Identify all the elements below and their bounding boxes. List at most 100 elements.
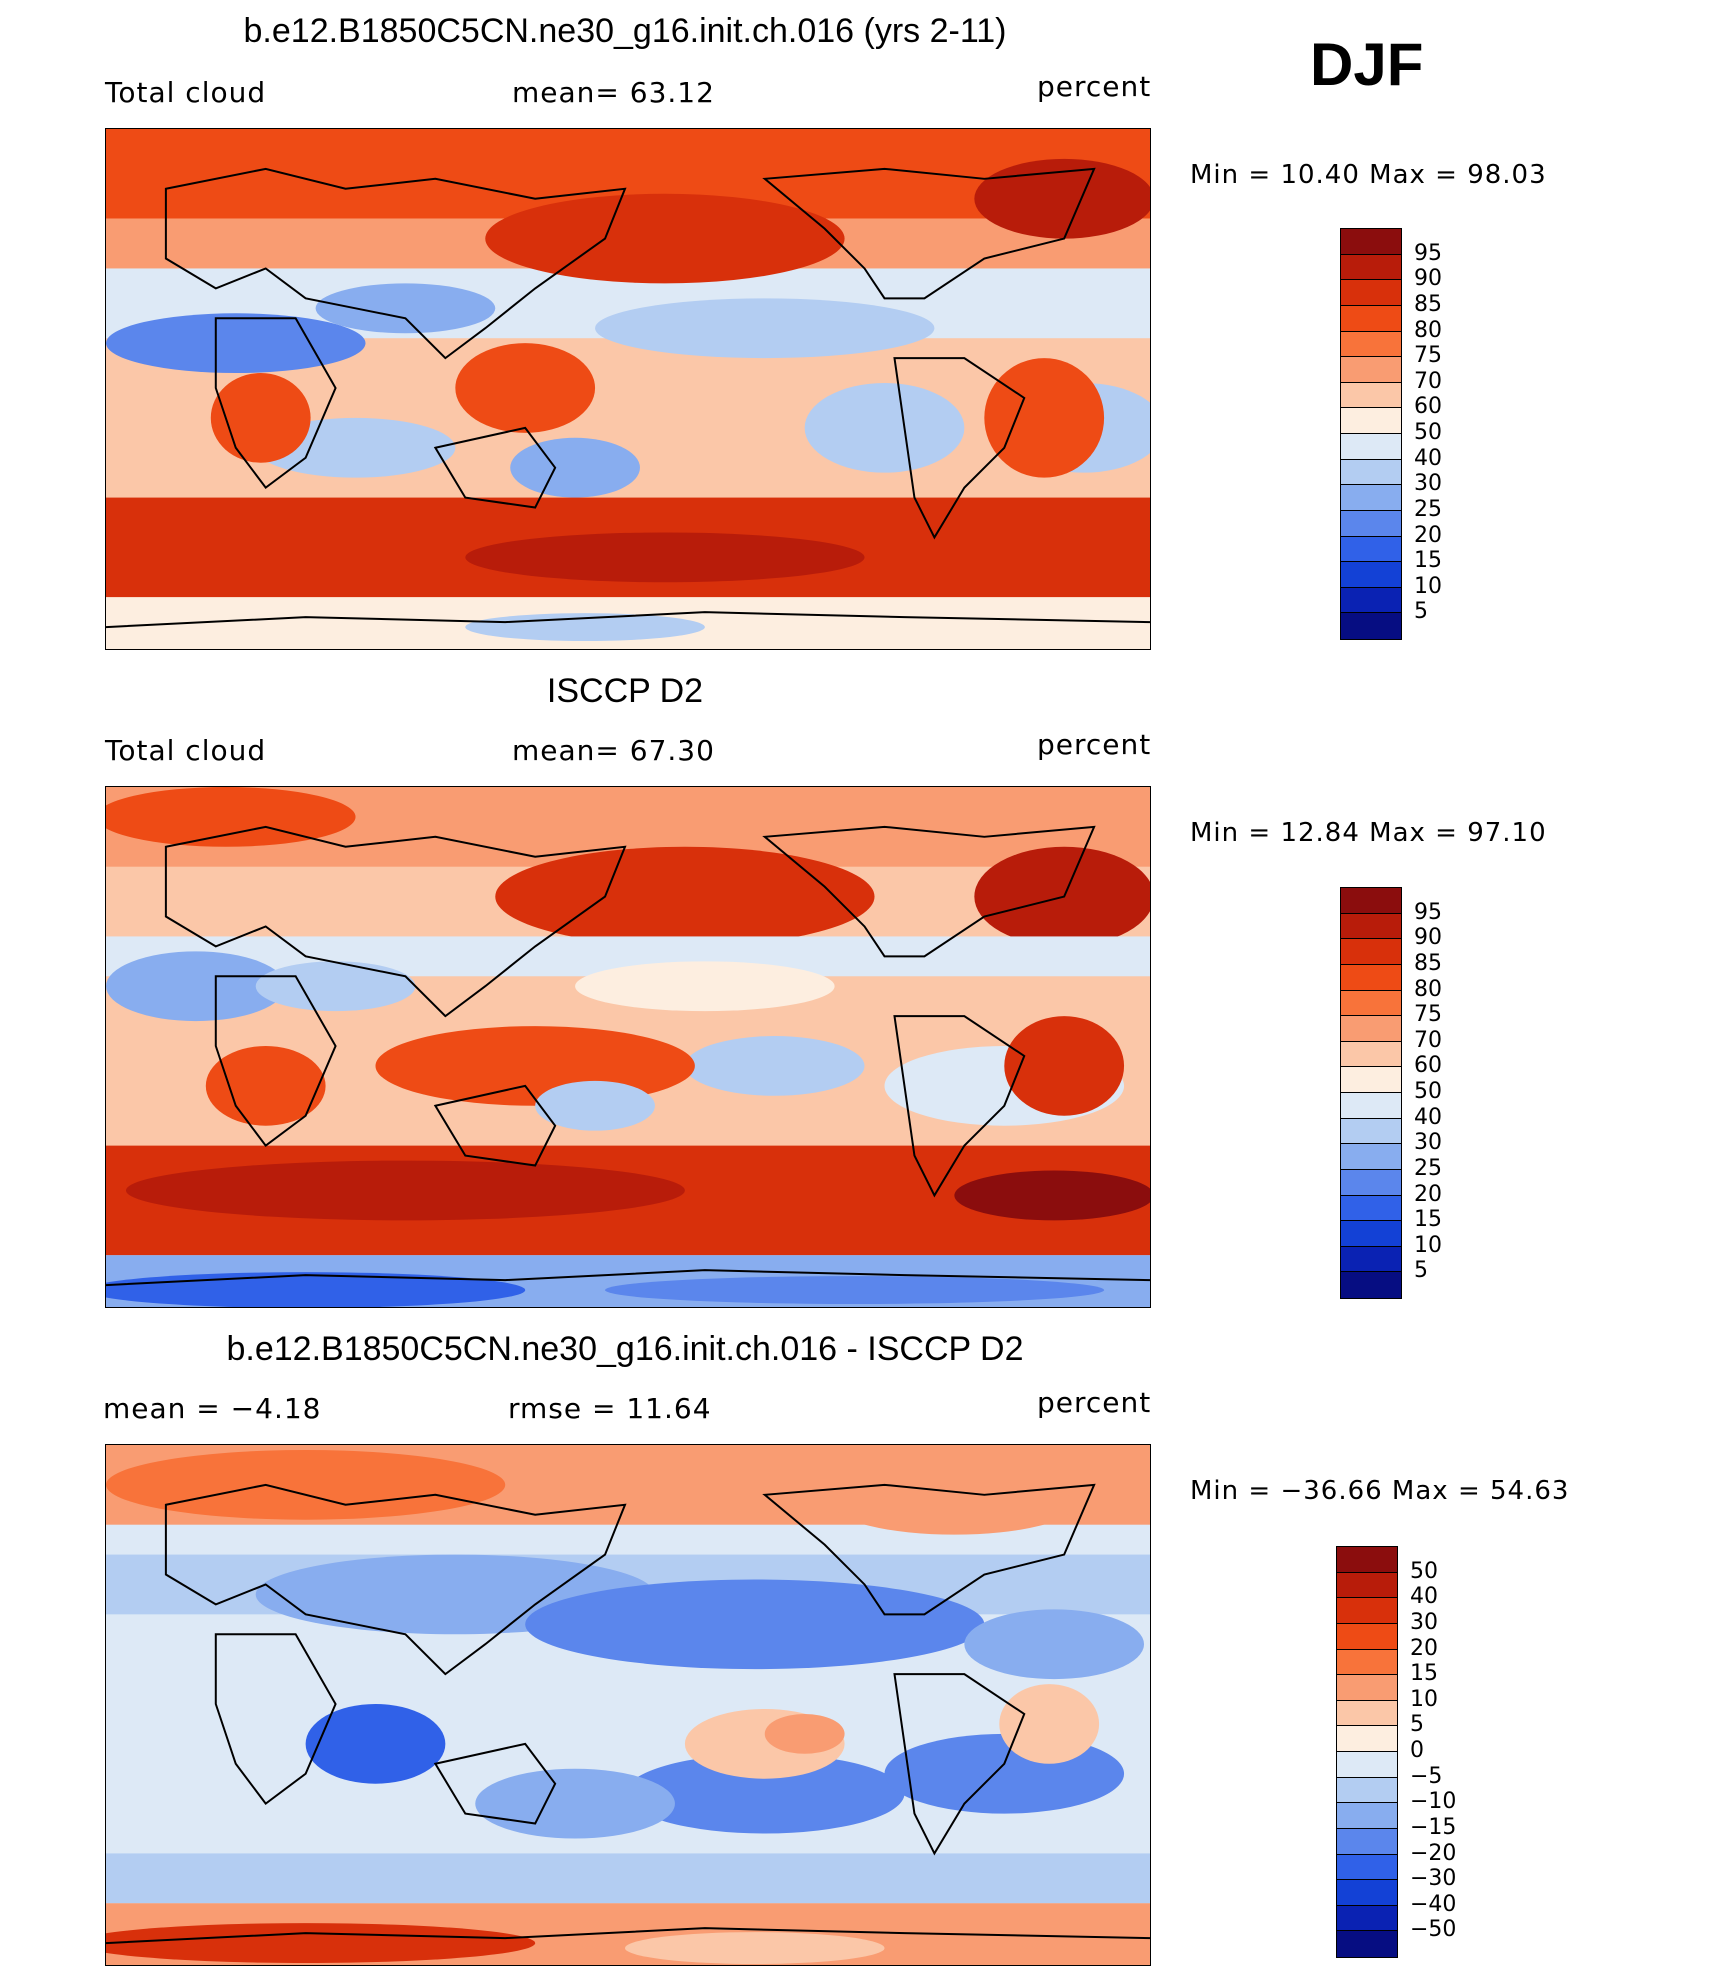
colorbar-segment [1341,229,1401,255]
colorbar-tick-label: 95 [1414,899,1442,925]
colorbar-tick-label: 15 [1414,1207,1442,1233]
colorbar-segment [1341,305,1401,332]
colorbar-tick-label: 75 [1414,1002,1442,1028]
colorbar-tick-label: 60 [1414,394,1442,420]
colorbar-segment [1337,1803,1397,1829]
panel-1-title: b.e12.B1850C5CN.ne30_g16.init.ch.016 (yr… [243,12,1007,50]
colorbar-tick-label: 10 [1414,1232,1442,1258]
colorbar-tick-label: 30 [1414,1130,1442,1156]
panel-2-map [105,786,1151,1308]
panel-3-title: b.e12.B1850C5CN.ne30_g16.init.ch.016 - I… [226,1330,1024,1368]
colorbar-segment [1341,382,1401,409]
colorbar-tick-label: 80 [1414,317,1442,343]
colorbar-tick-label: 70 [1414,1027,1442,1053]
colorbar-segment [1341,434,1401,460]
colorbar-tick-label: 25 [1414,496,1442,522]
colorbar-segment [1337,1598,1397,1624]
colorbar-segment [1337,1649,1397,1676]
colorbar-tick-label: 85 [1414,291,1442,317]
colorbar-tick-label: 5 [1414,599,1428,625]
colorbar-segment [1341,280,1401,306]
colorbar-tick-label: 5 [1414,1258,1428,1284]
colorbar-segment [1341,459,1401,486]
colorbar-tick-label: 40 [1410,1584,1438,1610]
colorbar-tick-label: 70 [1414,368,1442,394]
colorbar-tick-label: −15 [1410,1814,1457,1840]
colorbar-tick-label: 50 [1414,420,1442,445]
colorbar-segment [1341,1169,1401,1196]
colorbar-tick-label: −20 [1410,1840,1457,1866]
colorbar-tick-label: 40 [1414,1104,1442,1130]
colorbar-segment [1341,1221,1401,1247]
colorbar-segment [1341,408,1401,434]
colorbar-segment [1337,1547,1397,1573]
colorbar-tick-label: 60 [1414,1053,1442,1079]
panel-2-colorbar [1340,887,1402,1299]
colorbar-tick-label: 15 [1410,1661,1438,1687]
colorbar-segment [1337,1675,1397,1701]
colorbar-segment [1341,1041,1401,1068]
colorbar-segment [1337,1623,1397,1650]
panel-2-map-field [106,787,1150,1307]
colorbar-segment [1341,510,1401,537]
colorbar-tick-label: 30 [1414,471,1442,497]
panel-2-units-label: percent [1037,728,1152,761]
colorbar-tick-label: 10 [1414,573,1442,599]
colorbar-segment [1341,1016,1401,1042]
panel-1-minmax: Min = 10.40 Max = 98.03 [1190,160,1547,190]
colorbar-segment [1337,1931,1397,1957]
panel-2-title: ISCCP D2 [546,672,704,710]
panel-3-colorbar [1336,1546,1398,1958]
colorbar-segment [1341,1093,1401,1119]
colorbar-tick-label: 15 [1414,548,1442,574]
colorbar-tick-label: 10 [1410,1686,1438,1712]
colorbar-segment [1341,1195,1401,1222]
colorbar-tick-label: 95 [1414,240,1442,266]
colorbar-segment [1341,1246,1401,1273]
colorbar-segment [1341,562,1401,588]
colorbar-segment [1341,888,1401,914]
colorbar-tick-label: 40 [1414,445,1442,471]
panel-1-map [105,128,1151,650]
panel-1-variable-label: Total cloud [105,76,267,109]
colorbar-segment [1341,1272,1401,1298]
colorbar-tick-label: 25 [1414,1155,1442,1181]
colorbar-tick-label: 50 [1414,1079,1442,1104]
colorbar-tick-label: 20 [1410,1635,1438,1661]
colorbar-tick-label: 0 [1410,1738,1424,1763]
panel-3-minmax: Min = −36.66 Max = 54.63 [1190,1476,1570,1506]
colorbar-tick-label: 90 [1414,925,1442,951]
colorbar-segment [1337,1880,1397,1906]
colorbar-segment [1341,331,1401,358]
colorbar-segment [1337,1828,1397,1855]
panel-1-map-field [106,129,1150,649]
panel-2-minmax: Min = 12.84 Max = 97.10 [1190,818,1547,848]
colorbar-segment [1341,964,1401,991]
colorbar-segment [1337,1726,1397,1752]
colorbar-segment [1337,1854,1397,1881]
colorbar-tick-label: 30 [1410,1609,1438,1635]
colorbar-tick-label: 75 [1414,343,1442,369]
panel-1-units-label: percent [1037,70,1152,103]
colorbar-segment [1341,1118,1401,1145]
colorbar-segment [1341,913,1401,940]
colorbar-segment [1337,1572,1397,1599]
panel-3-map-field [106,1445,1150,1965]
colorbar-tick-label: 80 [1414,976,1442,1002]
colorbar-tick-label: 5 [1410,1712,1424,1738]
colorbar-segment [1341,536,1401,563]
colorbar-segment [1341,613,1401,639]
panel-1-mean-label: mean= 63.12 [512,76,715,109]
panel-3-map [105,1444,1151,1966]
colorbar-tick-label: 20 [1414,1181,1442,1207]
colorbar-tick-label: 20 [1414,522,1442,548]
panel-3-rmse-label: rmse = 11.64 [508,1392,712,1425]
colorbar-tick-label: 50 [1410,1558,1438,1584]
colorbar-segment [1341,990,1401,1017]
season-label: DJF [1310,31,1424,98]
colorbar-tick-label: 85 [1414,950,1442,976]
panel-3-mean-label: mean = −4.18 [103,1392,322,1425]
colorbar-segment [1337,1777,1397,1804]
colorbar-segment [1341,939,1401,965]
panel-1-colorbar [1340,228,1402,640]
